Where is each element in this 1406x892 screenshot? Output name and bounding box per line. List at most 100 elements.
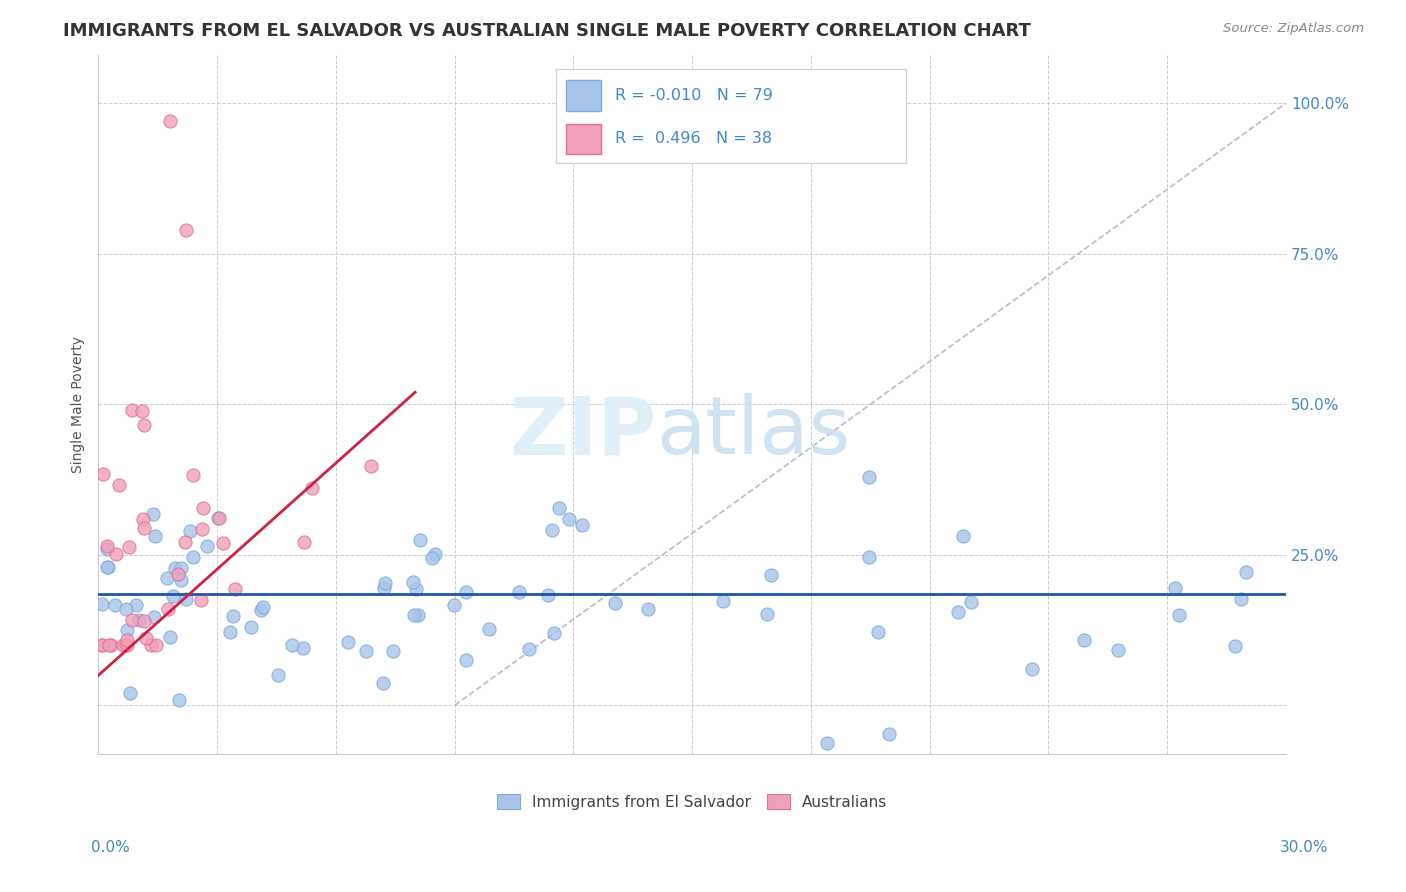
Point bbox=[374, 576, 396, 591]
Point bbox=[157, 602, 180, 616]
Text: 0.0%: 0.0% bbox=[91, 840, 131, 855]
Point bbox=[605, 596, 627, 610]
Text: atlas: atlas bbox=[657, 393, 851, 471]
Point bbox=[139, 638, 162, 652]
Point bbox=[252, 600, 274, 615]
Point bbox=[454, 653, 477, 667]
Point bbox=[96, 541, 118, 556]
Point bbox=[96, 539, 118, 553]
Point bbox=[174, 223, 197, 237]
Point bbox=[711, 594, 734, 608]
Point bbox=[637, 602, 659, 616]
Point bbox=[142, 610, 165, 624]
Point bbox=[141, 507, 163, 521]
Point bbox=[91, 638, 114, 652]
Point bbox=[115, 638, 138, 652]
Point bbox=[96, 560, 118, 574]
Point bbox=[443, 598, 465, 612]
Point bbox=[547, 501, 569, 516]
Y-axis label: Single Male Poverty: Single Male Poverty bbox=[72, 335, 86, 473]
Point bbox=[132, 614, 155, 628]
Point bbox=[91, 638, 114, 652]
Point bbox=[100, 638, 122, 652]
Point bbox=[571, 517, 593, 532]
Point bbox=[105, 548, 128, 562]
Point bbox=[191, 500, 214, 515]
Point bbox=[91, 467, 114, 481]
Point bbox=[111, 638, 134, 652]
Text: Source: ZipAtlas.com: Source: ZipAtlas.com bbox=[1223, 22, 1364, 36]
Point bbox=[135, 631, 157, 645]
Point bbox=[946, 605, 969, 619]
Point bbox=[159, 630, 181, 644]
Point bbox=[402, 575, 425, 590]
Point bbox=[145, 529, 167, 543]
Point bbox=[456, 585, 478, 599]
Point bbox=[197, 540, 219, 554]
Point bbox=[1164, 581, 1187, 595]
Point bbox=[117, 633, 139, 648]
Point bbox=[104, 598, 127, 612]
Point bbox=[360, 458, 382, 473]
Point bbox=[281, 638, 304, 652]
Point bbox=[222, 608, 245, 623]
Point bbox=[114, 602, 136, 616]
Point bbox=[97, 638, 120, 652]
Point bbox=[405, 582, 427, 596]
Point bbox=[425, 547, 447, 561]
Point bbox=[373, 582, 395, 596]
Point bbox=[409, 533, 432, 548]
Point bbox=[540, 523, 562, 537]
Point bbox=[121, 402, 143, 417]
Point bbox=[181, 467, 204, 482]
Point bbox=[558, 512, 581, 526]
Point bbox=[91, 597, 114, 611]
Text: IMMIGRANTS FROM EL SALVADOR VS AUSTRALIAN SINGLE MALE POVERTY CORRELATION CHART: IMMIGRANTS FROM EL SALVADOR VS AUSTRALIA… bbox=[63, 22, 1031, 40]
Legend: Immigrants from El Salvador, Australians: Immigrants from El Salvador, Australians bbox=[491, 788, 893, 815]
Point bbox=[162, 589, 184, 603]
Point bbox=[167, 693, 190, 707]
Point bbox=[373, 676, 395, 690]
Point bbox=[170, 560, 193, 574]
Point bbox=[207, 511, 229, 525]
Point bbox=[960, 595, 983, 609]
Point bbox=[179, 524, 201, 539]
Point bbox=[97, 560, 120, 574]
Text: ZIP: ZIP bbox=[509, 393, 657, 471]
Point bbox=[115, 623, 138, 637]
Point bbox=[170, 574, 193, 588]
Point bbox=[952, 529, 974, 543]
Point bbox=[166, 566, 188, 581]
Point bbox=[191, 522, 214, 536]
Point bbox=[131, 403, 153, 417]
Point bbox=[121, 613, 143, 627]
Point bbox=[224, 582, 246, 597]
Point bbox=[519, 642, 541, 657]
Point bbox=[858, 469, 880, 483]
Point bbox=[815, 736, 838, 750]
Point bbox=[181, 549, 204, 564]
Point bbox=[124, 599, 146, 613]
Point bbox=[173, 535, 195, 549]
Point bbox=[337, 635, 360, 649]
Text: 30.0%: 30.0% bbox=[1281, 840, 1329, 855]
Point bbox=[478, 622, 501, 636]
Point bbox=[868, 624, 890, 639]
Point bbox=[1234, 565, 1257, 579]
Point bbox=[406, 608, 429, 623]
Point bbox=[508, 585, 530, 599]
Point bbox=[108, 477, 131, 491]
Point bbox=[118, 541, 141, 555]
Point bbox=[211, 535, 233, 549]
Point bbox=[356, 644, 378, 658]
Point bbox=[291, 641, 314, 656]
Point bbox=[145, 638, 167, 652]
Point bbox=[382, 644, 405, 658]
Point bbox=[132, 417, 155, 432]
Point bbox=[208, 511, 231, 525]
Point bbox=[176, 592, 198, 607]
Point bbox=[420, 551, 443, 566]
Point bbox=[759, 567, 782, 582]
Point bbox=[128, 613, 150, 627]
Point bbox=[301, 481, 323, 495]
